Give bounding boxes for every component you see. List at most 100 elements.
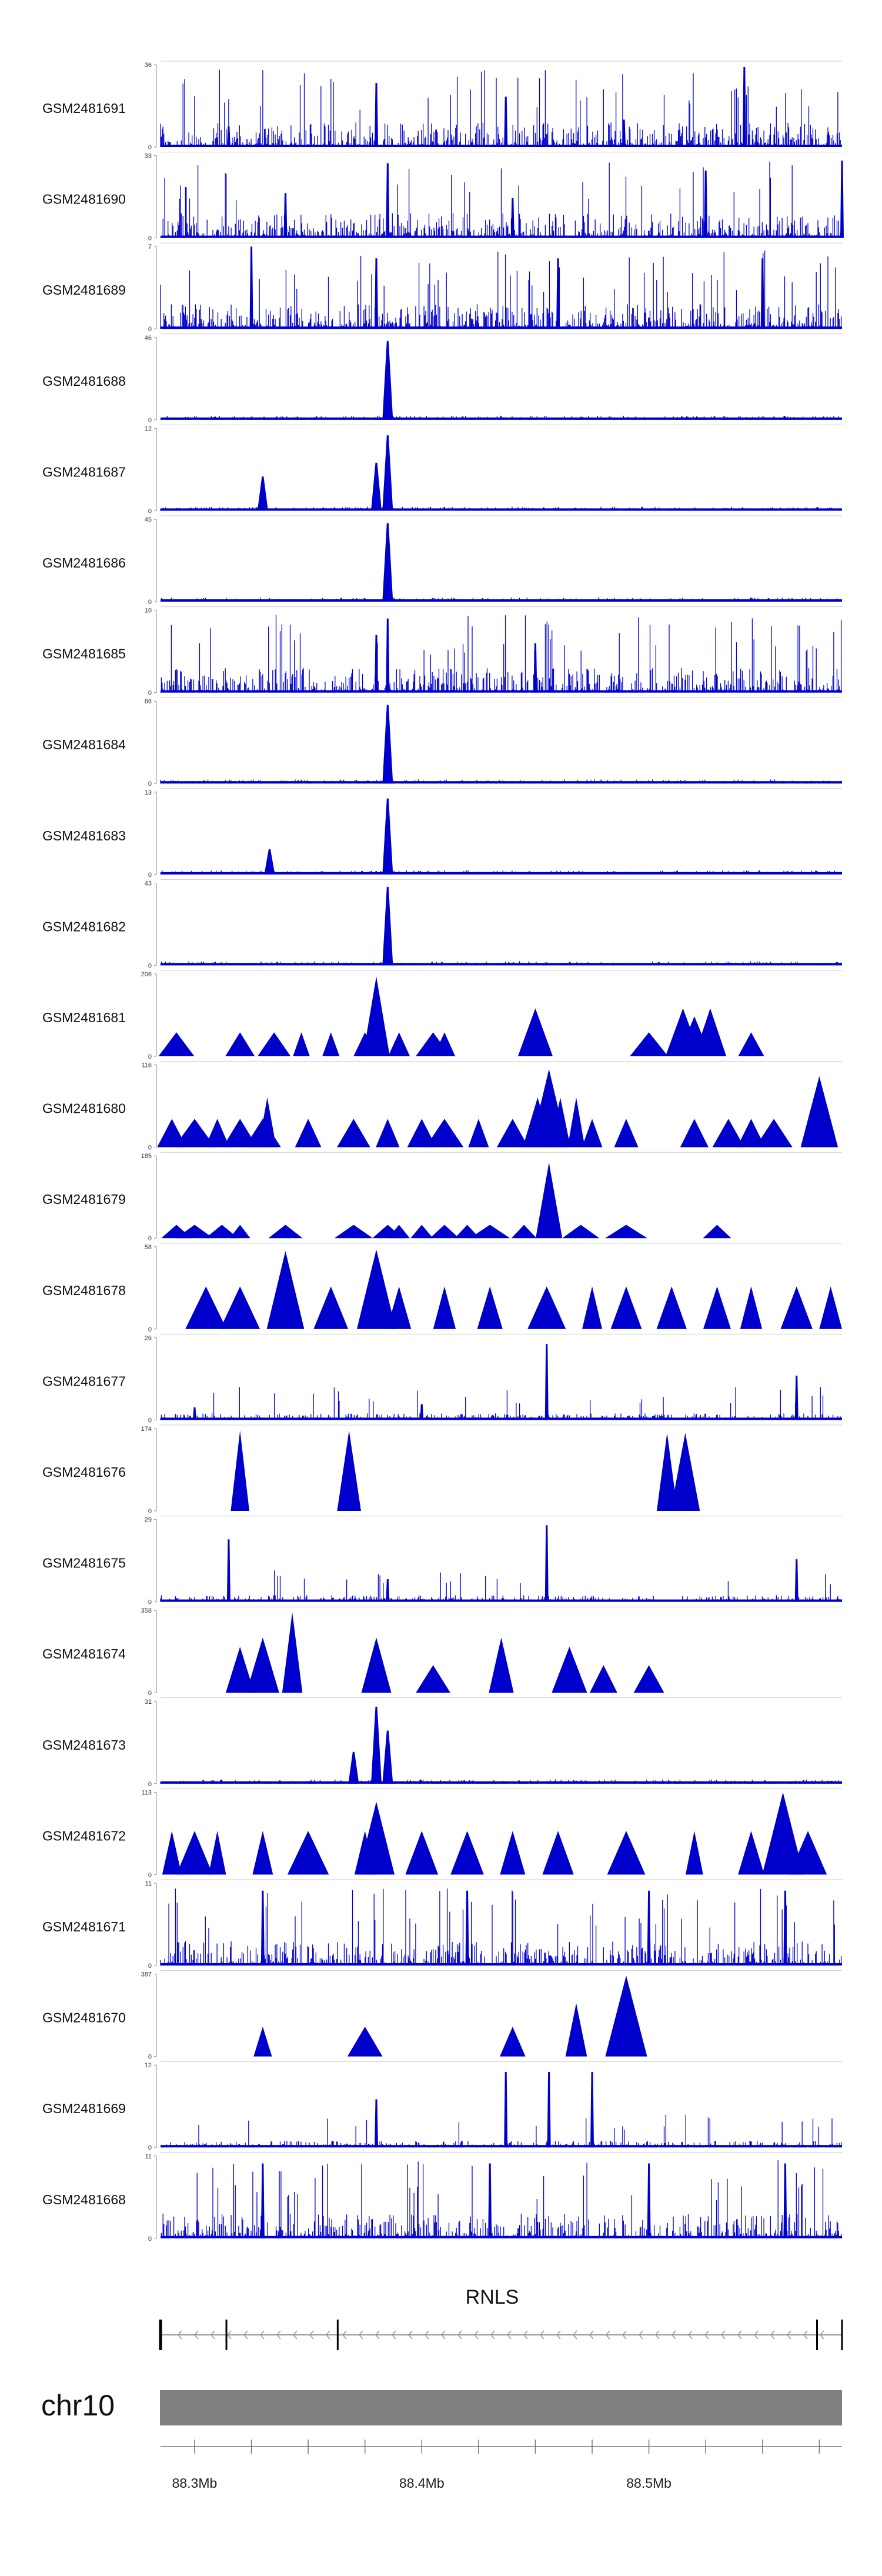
signal-peak	[622, 119, 626, 147]
signal-peak	[542, 1831, 574, 1875]
signal-peak	[382, 705, 393, 784]
signal-peak	[348, 1751, 359, 1784]
signal-peak	[363, 976, 390, 1056]
signal-peak	[382, 886, 393, 966]
signal-peak	[582, 1119, 603, 1147]
gene-name: RNLS	[466, 2286, 519, 2308]
y-min-label: 0	[148, 1781, 152, 1788]
signal-peak	[253, 2026, 272, 2057]
signal-peak	[582, 1286, 603, 1329]
signal-peak	[552, 1646, 587, 1693]
y-min-label: 0	[148, 1599, 152, 1606]
signal-peak	[703, 1224, 731, 1239]
track-GSM2481681: GSM2481681 206 0	[42, 970, 842, 1060]
signal-peak	[738, 1032, 764, 1056]
y-min-label: 0	[148, 144, 152, 151]
signal-peak	[590, 2071, 594, 2148]
signal-background	[160, 1387, 841, 1420]
y-min-label: 0	[148, 1690, 152, 1697]
y-min-label: 0	[148, 326, 152, 333]
y-max-label: 33	[145, 153, 152, 160]
y-max-label: 7	[148, 243, 152, 251]
signal-floor	[161, 2145, 842, 2148]
y-min-label: 0	[148, 235, 152, 242]
track-label: GSM2481670	[42, 2010, 126, 2026]
track-GSM2481670: GSM2481670 387 0	[42, 1970, 842, 2061]
signal-peak	[783, 2163, 787, 2238]
track-GSM2481687: GSM2481687 12 0	[42, 424, 842, 515]
signal-peak	[488, 2163, 492, 2238]
gene-exon	[225, 2320, 228, 2350]
signal-peak	[295, 1119, 322, 1147]
signal-peak	[712, 1119, 745, 1147]
signal-peak	[337, 1430, 361, 1511]
signal-peak	[386, 163, 390, 238]
signal-peak	[504, 2071, 508, 2148]
track-label: GSM2481684	[42, 737, 126, 752]
signal-peak	[694, 1008, 727, 1056]
signal-peak	[500, 2026, 526, 2057]
y-max-label: 10	[145, 608, 152, 615]
signal-peak	[656, 1286, 687, 1329]
signal-peak	[226, 1539, 230, 1602]
signal-peak	[517, 1008, 553, 1056]
strand-arrow	[638, 2330, 643, 2340]
strand-arrow	[622, 2330, 627, 2340]
signal-peak	[162, 1831, 182, 1875]
signal-floor	[161, 326, 842, 329]
signal-peak	[685, 1831, 703, 1875]
track-label: GSM2481683	[42, 828, 126, 843]
y-max-label: 29	[145, 1517, 152, 1524]
track-label: GSM2481674	[42, 1646, 126, 1661]
ideogram-track: chr10	[41, 2389, 842, 2425]
track-GSM2481669: GSM2481669 12 0	[42, 2061, 842, 2151]
signal-peak	[176, 1831, 213, 1875]
signal-peak	[257, 476, 268, 511]
gene-model	[159, 2320, 843, 2350]
signal-peak	[371, 462, 382, 511]
signal-background	[160, 615, 842, 693]
gene-track: RNLS	[159, 2286, 843, 2350]
gene-exon	[336, 2320, 339, 2350]
track-label: GSM2481685	[42, 646, 126, 662]
signal-peak	[511, 1224, 537, 1239]
strand-arrow	[737, 2330, 742, 2340]
signal-peak	[794, 1559, 799, 1602]
signal-peak	[605, 1224, 647, 1239]
track-label: GSM2481676	[42, 1464, 126, 1480]
signal-peak	[533, 643, 537, 693]
track-GSM2481686: GSM2481686 45 0	[42, 515, 842, 606]
track-label: GSM2481690	[42, 192, 126, 207]
track-GSM2481676: GSM2481676 174 0	[42, 1424, 842, 1515]
chromosome-label: chr10	[41, 2389, 115, 2422]
signal-tracks: GSM2481691360GSM2481690330GSM248168970GS…	[42, 61, 844, 2243]
y-min-label: 0	[148, 2054, 152, 2061]
signal-peak	[527, 1286, 566, 1329]
signal-background	[160, 161, 842, 238]
y-min-label: 0	[148, 962, 152, 969]
signal-floor	[161, 1599, 842, 1602]
signal-peak	[264, 849, 275, 875]
y-max-label: 174	[141, 1426, 152, 1433]
signal-peak	[386, 1579, 390, 1602]
signal-peak	[630, 1032, 669, 1056]
strand-arrow	[177, 2330, 182, 2340]
y-min-label: 0	[148, 1417, 152, 1424]
y-max-label: 36	[145, 62, 152, 69]
strand-arrow	[589, 2330, 594, 2340]
strand-arrow	[786, 2330, 791, 2340]
signal-peak	[173, 1119, 215, 1147]
signal-peak	[647, 1890, 651, 1966]
strand-arrow	[210, 2330, 215, 2340]
strand-arrow	[358, 2330, 363, 2340]
signal-peak	[266, 1251, 305, 1329]
signal-peak	[477, 1286, 503, 1329]
y-max-label: 46	[145, 335, 152, 342]
track-GSM2481673: GSM2481673 31 0	[42, 1697, 842, 1788]
y-min-label: 0	[148, 599, 152, 606]
signal-peak	[738, 1831, 764, 1875]
signal-peak	[430, 1224, 459, 1239]
y-max-label: 66	[145, 698, 152, 705]
signal-peak	[703, 1286, 731, 1329]
